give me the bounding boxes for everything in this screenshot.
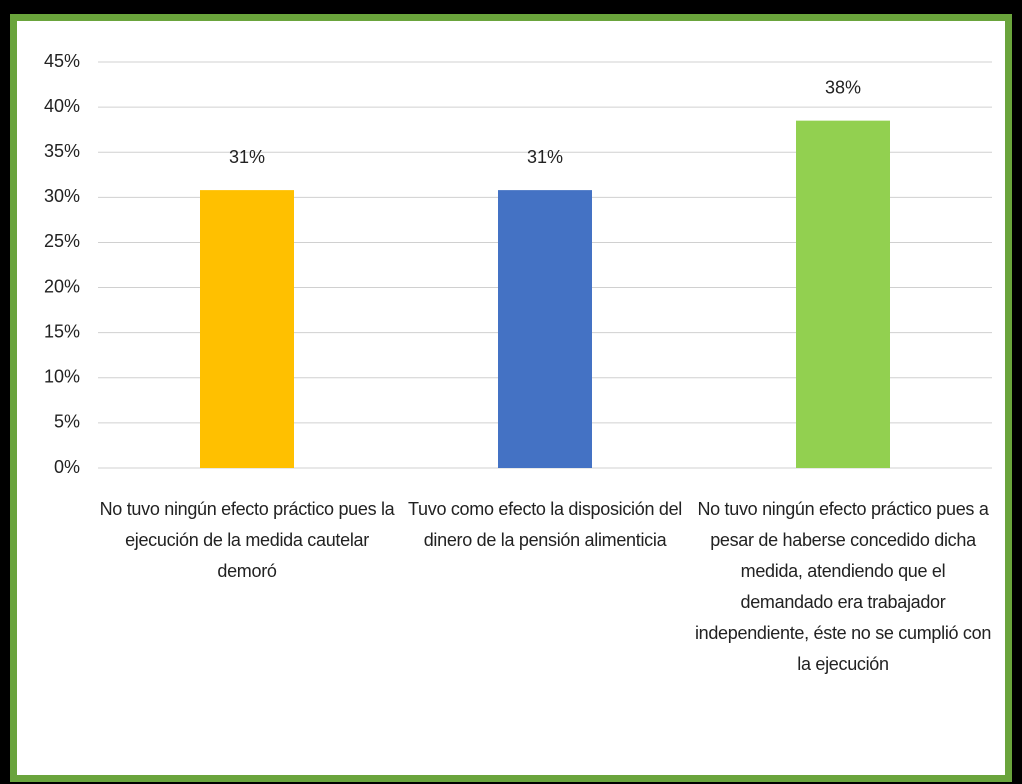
bar	[498, 190, 592, 469]
bar	[796, 120, 890, 469]
x-tick-label: No tuvo ningún efecto práctico pues a pe…	[694, 499, 992, 674]
y-tick-label: 40%	[44, 96, 80, 116]
x-tick-label: Tuvo como efecto la disposición del dine…	[408, 499, 682, 550]
data-label: 31%	[527, 147, 563, 167]
x-label-box: No tuvo ningún efecto práctico pues a pe…	[694, 499, 992, 674]
data-label: 38%	[825, 77, 861, 97]
x-label-box: No tuvo ningún efecto práctico pues la e…	[99, 499, 395, 581]
y-tick-label: 15%	[44, 321, 80, 341]
x-label-box: Tuvo como efecto la disposición del dine…	[408, 499, 682, 550]
y-tick-label: 30%	[44, 186, 80, 206]
y-tick-label: 10%	[44, 367, 80, 387]
bar	[200, 190, 294, 469]
data-label: 31%	[229, 147, 265, 167]
y-tick-label: 5%	[54, 412, 80, 432]
y-tick-label: 45%	[44, 51, 80, 71]
y-tick-label: 0%	[54, 457, 80, 477]
y-tick-label: 20%	[44, 276, 80, 296]
x-tick-label: No tuvo ningún efecto práctico pues la e…	[99, 499, 395, 581]
y-tick-label: 25%	[44, 231, 80, 251]
y-tick-label: 35%	[44, 141, 80, 161]
